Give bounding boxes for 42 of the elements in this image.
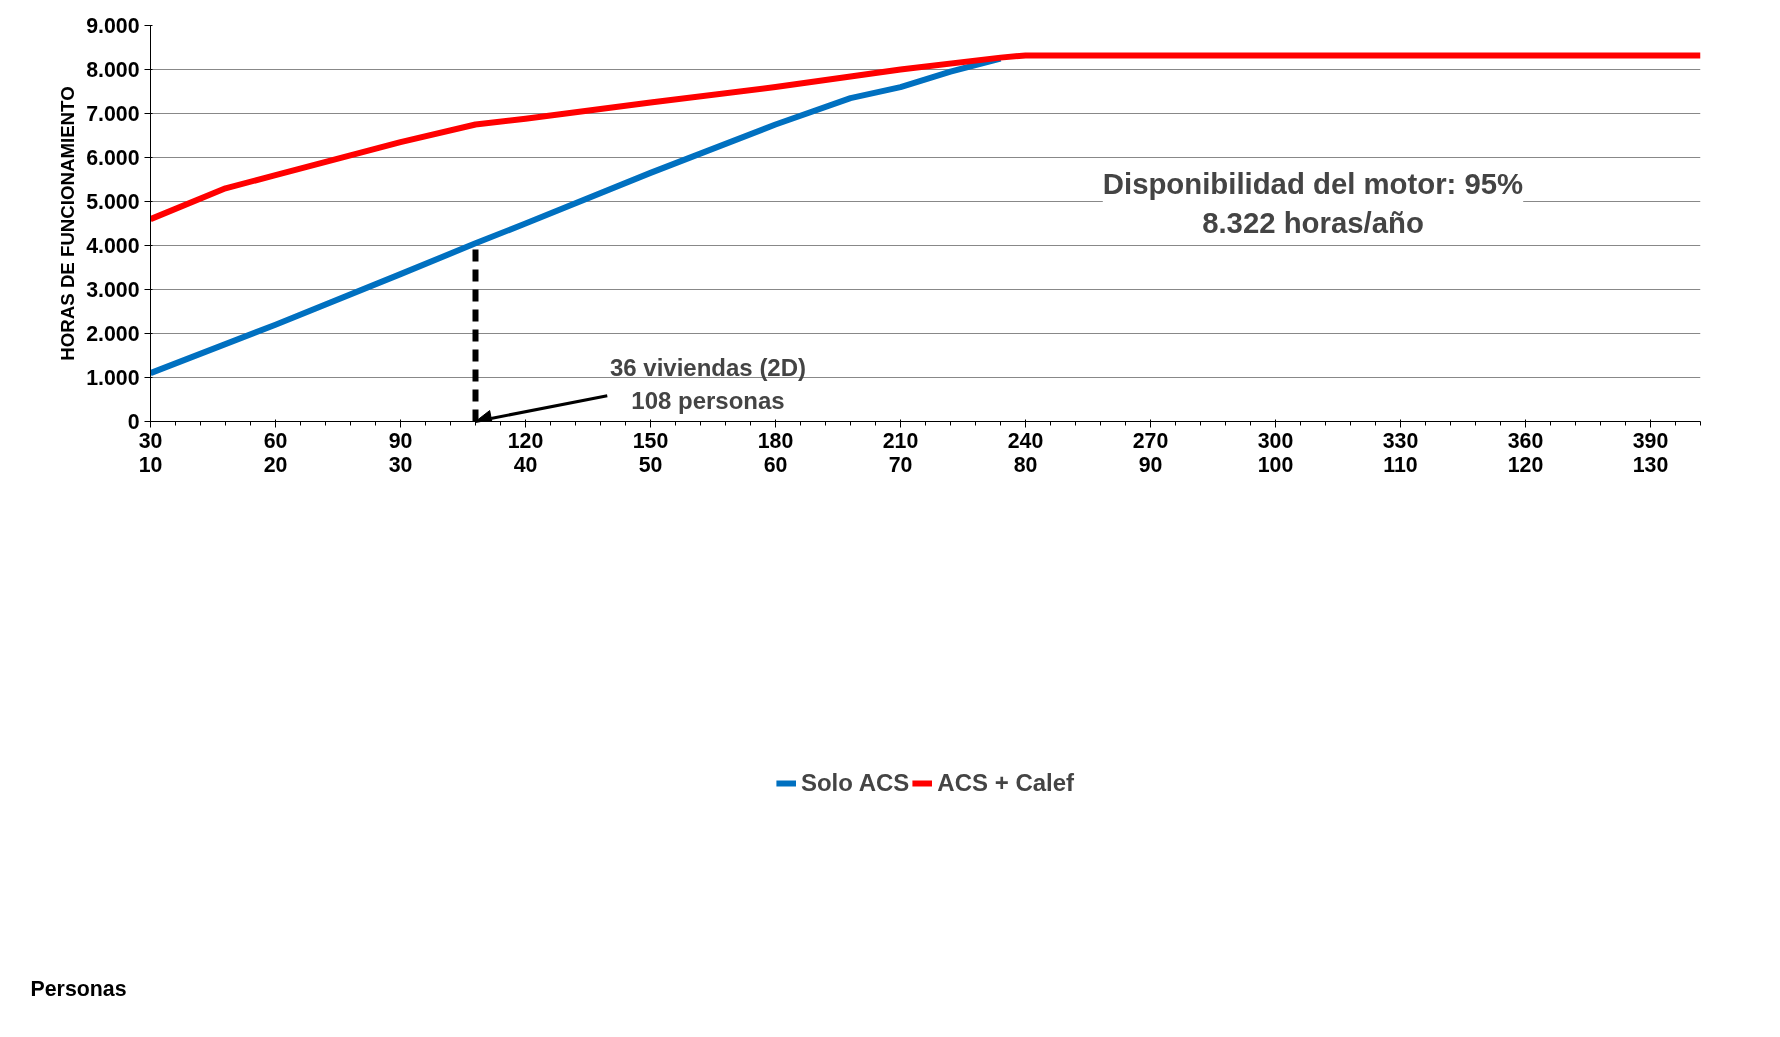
y-axis-title: HORAS DE FUNCIONAMIENTO — [57, 86, 79, 361]
y-tick-label: 9.000 — [86, 14, 140, 38]
y-tick-label: 0 — [127, 410, 140, 434]
x2-tick-label: 70 — [888, 452, 913, 477]
text: Personas — [30, 976, 127, 1001]
y-tick-label: 7.000 — [86, 102, 140, 126]
x2-tick-label: 20 — [263, 452, 288, 477]
x-tick-label: 90 — [388, 428, 413, 453]
y-tick-label: 6.000 — [86, 146, 140, 170]
y-tick-label: 5.000 — [86, 190, 140, 214]
x-tick-label: 360 — [1507, 428, 1544, 453]
x-tick-label: 30 — [138, 428, 163, 453]
x-tick-label: 390 — [1632, 428, 1669, 453]
x2-tick-label: 90 — [1138, 452, 1163, 477]
x-tick-label: 150 — [632, 428, 669, 453]
x-tick-label: 120 — [507, 428, 544, 453]
x2-tick-label: 80 — [1013, 452, 1038, 477]
y-tick-label: 1.000 — [86, 366, 140, 390]
x-tick-label: 300 — [1257, 428, 1294, 453]
annotation: Disponibilidad del motor: 95% 8.322 horas/año — [1102, 166, 1524, 240]
x2-tick-label: 30 — [388, 452, 413, 477]
y-tick-label: 3.000 — [86, 278, 140, 302]
legend-label: ACS + Calef — [937, 769, 1075, 797]
x-tick-label: 210 — [882, 428, 919, 453]
y-tick-label: 2.000 — [86, 322, 140, 346]
x2-tick-label: 60 — [763, 452, 788, 477]
legend-label: Solo ACS — [800, 769, 910, 797]
y-tick-label: 8.000 — [86, 58, 140, 82]
x-tick-label: 240 — [1007, 428, 1044, 453]
x2-tick-label: 50 — [638, 452, 663, 477]
x2-tick-label: 100 — [1257, 452, 1294, 477]
annotation: 36 viviendas (2D) 108 personas — [609, 354, 807, 414]
x-tick-label: 180 — [757, 428, 794, 453]
y-tick-label: 4.000 — [86, 234, 140, 258]
x2-tick-label: 120 — [1507, 452, 1544, 477]
x2-tick-label: 40 — [513, 452, 538, 477]
x-tick-label: 60 — [263, 428, 288, 453]
x2-tick-label: 10 — [138, 452, 163, 477]
x-tick-label: 270 — [1132, 428, 1169, 453]
x2-tick-label: 110 — [1383, 452, 1418, 477]
x2-tick-label: 130 — [1632, 452, 1669, 477]
x-tick-label: 330 — [1382, 428, 1419, 453]
